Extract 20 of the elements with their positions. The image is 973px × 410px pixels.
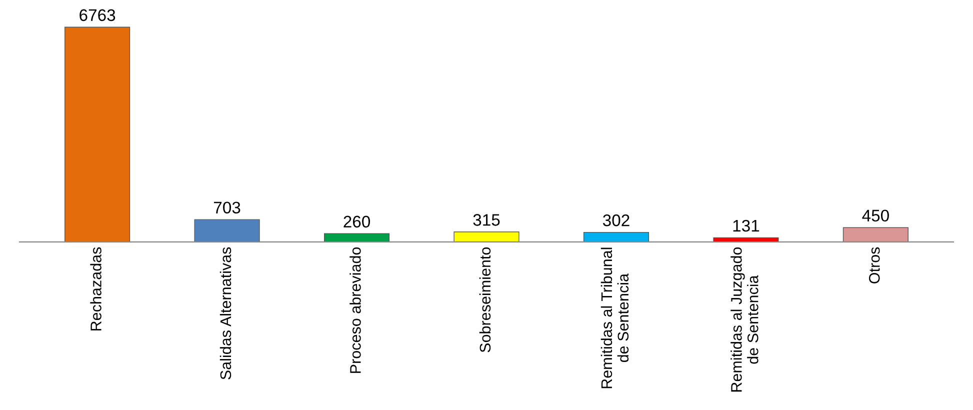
bar [194, 219, 260, 242]
x-tick-label: Remitidas al Juzgado de Sentencia [730, 247, 758, 392]
x-tick-label: Remitidas al Tribunal de Sentencia [600, 248, 629, 388]
x-tick-label: Sobreseimiento [479, 247, 491, 352]
x-tick-label: Salidas Alternativas [220, 247, 232, 380]
data-label: 302 [602, 214, 630, 226]
x-tick-label: Proceso abreviado [350, 247, 361, 373]
x-tick-label: Otros [868, 247, 880, 284]
data-label: 6763 [80, 9, 116, 22]
bar [583, 232, 650, 242]
data-label: 131 [733, 220, 760, 232]
bar [842, 227, 908, 242]
bar [64, 26, 130, 242]
bar [454, 232, 520, 242]
data-label: 315 [473, 214, 500, 226]
x-tick-label: Rechazadas [90, 247, 102, 330]
data-label: 260 [344, 216, 370, 228]
data-label: 703 [214, 202, 240, 214]
data-label: 450 [862, 210, 889, 222]
bar [324, 233, 390, 242]
